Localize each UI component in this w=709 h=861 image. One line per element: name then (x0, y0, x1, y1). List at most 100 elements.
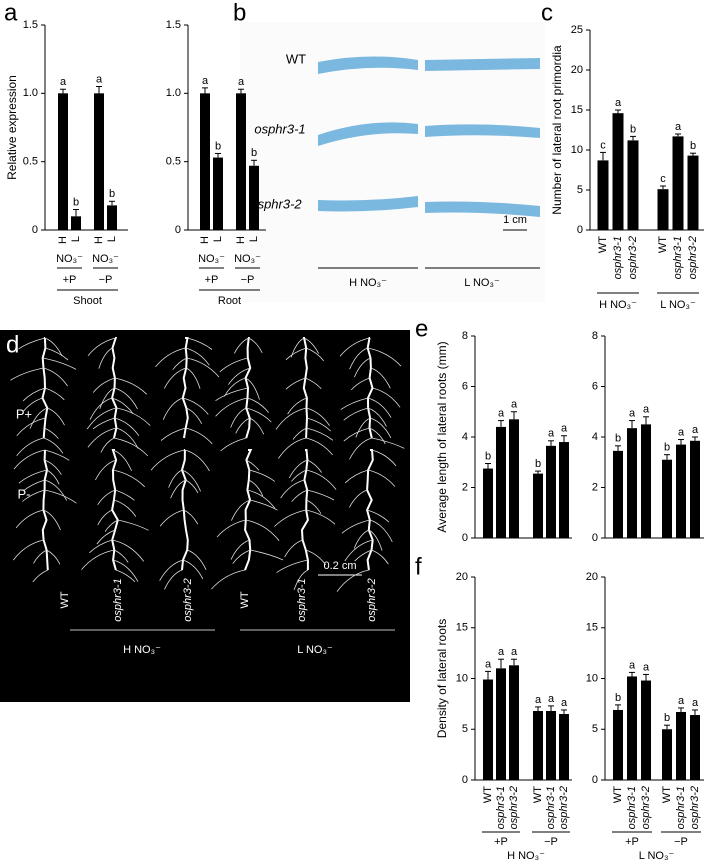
panel-d-background (0, 330, 410, 702)
x-tick-label: osphr3-1 (672, 236, 684, 279)
lateral-root (43, 437, 64, 454)
lateral-root (159, 559, 184, 581)
significance-letter: a (485, 658, 492, 670)
group-unit: NO₃⁻ (198, 253, 225, 265)
lateral-root (369, 519, 393, 542)
lateral-root (117, 519, 149, 531)
lateral-root (12, 539, 44, 561)
y-tick-label: 4 (592, 431, 598, 443)
lateral-root (306, 437, 333, 456)
x-tick-label: WT (657, 236, 669, 253)
lateral-root (276, 559, 308, 573)
lateral-root (44, 479, 68, 501)
x-axis-label: L NO₃⁻ (639, 850, 675, 861)
lateral-root (160, 427, 186, 441)
x-tick-label: H (235, 236, 247, 244)
lateral-root (350, 377, 370, 391)
x-tick-label: H (199, 236, 211, 244)
lateral-root (112, 469, 145, 488)
lateral-root (187, 337, 213, 350)
lateral-root (306, 417, 331, 432)
bar (496, 426, 506, 538)
bar (662, 729, 672, 780)
bar (509, 665, 519, 780)
lateral-root (341, 519, 370, 534)
x-tick-label: L (70, 236, 82, 242)
lateral-root (215, 397, 248, 417)
x-tick-label: osphr3-2 (508, 786, 520, 829)
group-label: −P (544, 836, 558, 848)
lateral-root (306, 469, 337, 490)
lateral-root (185, 479, 199, 494)
lateral-root (215, 387, 249, 402)
significance-letter: b (215, 140, 221, 152)
lateral-root (367, 347, 402, 367)
significance-letter: c (660, 173, 666, 185)
lateral-root (43, 367, 68, 387)
lateral-root (81, 549, 115, 570)
lateral-root (112, 559, 139, 582)
y-tick-label: 10 (586, 672, 598, 684)
lateral-root (181, 469, 201, 492)
root-strip (425, 58, 540, 71)
y-tick-label: 1.5 (166, 19, 181, 31)
significance-letter: a (678, 426, 685, 438)
y-tick-label: 1.5 (23, 19, 38, 31)
x-tick-label: osphr3-1 (612, 236, 624, 279)
bar (546, 710, 556, 780)
bar (213, 157, 223, 230)
lateral-root (291, 469, 307, 482)
significance-letter: a (60, 76, 67, 88)
significance-letter: a (202, 75, 209, 87)
lateral-root (29, 407, 48, 429)
lateral-root (33, 549, 47, 564)
bar (676, 444, 686, 538)
lateral-root (22, 397, 43, 413)
significance-letter: b (485, 450, 491, 462)
lateral-root (162, 397, 183, 420)
x-tick-label: WT (661, 786, 673, 803)
significance-letter: a (692, 697, 699, 709)
lateral-root (292, 427, 307, 440)
lateral-root (159, 509, 184, 527)
significance-letter: c (600, 139, 606, 151)
lateral-root (46, 469, 60, 485)
lateral-root (18, 469, 48, 484)
lateral-root (150, 449, 185, 471)
x-tick-label: osphr3-1 (626, 786, 638, 829)
condition-label: L NO₃⁻ (464, 277, 500, 289)
lateral-root (307, 489, 335, 501)
lateral-root (186, 357, 220, 378)
group-unit: NO₃⁻ (92, 253, 119, 265)
lateral-root (104, 519, 118, 532)
lateral-root (32, 569, 48, 583)
root (41, 337, 49, 439)
lateral-root (95, 459, 117, 481)
y-tick-label: 0 (175, 224, 181, 236)
y-tick-label: 2 (462, 481, 468, 493)
significance-letter: a (511, 399, 518, 411)
lateral-root (303, 337, 319, 354)
x-axis-label: H NO₃⁻ (507, 850, 545, 861)
lateral-root (274, 509, 307, 527)
lateral-root (247, 397, 269, 413)
lateral-root (216, 519, 246, 538)
x-tick-label: osphr3-1 (545, 786, 557, 829)
lateral-root (278, 437, 307, 459)
y-tick-label: 0 (462, 532, 468, 544)
lateral-root (16, 437, 44, 457)
x-tick-label: WT (532, 786, 544, 803)
bar (627, 676, 637, 780)
x-tick-label: L (212, 236, 224, 242)
root-strip (425, 124, 540, 138)
lateral-root (372, 387, 401, 408)
lateral-root (370, 367, 391, 389)
group-label: +P (494, 836, 508, 848)
x-tick-label: WT (482, 786, 494, 803)
lateral-root (343, 427, 370, 442)
lateral-root (371, 549, 389, 565)
bar (483, 679, 493, 780)
bar (533, 473, 543, 538)
x-tick-label: osphr3-1 (675, 786, 687, 829)
